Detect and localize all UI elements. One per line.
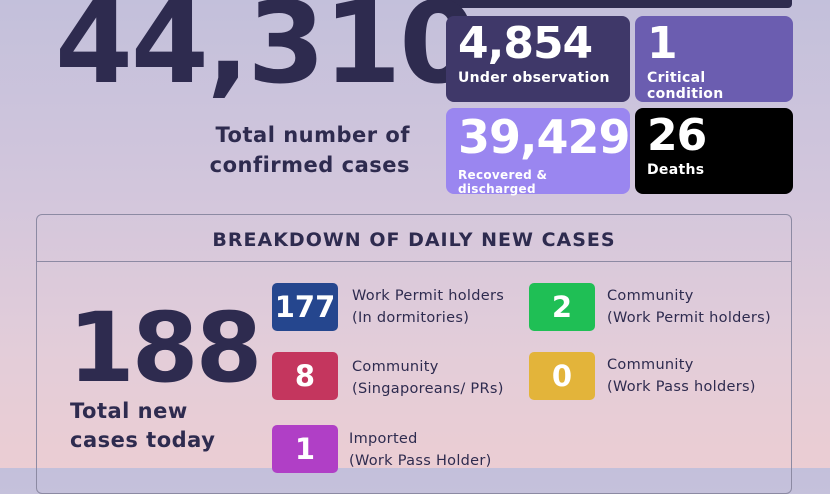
new-cases-today-caption: Total new cases today xyxy=(70,397,215,455)
critical-condition-card: 1 Critical condition xyxy=(635,16,793,102)
work-permit-line2: (In dormitories) xyxy=(352,310,470,326)
community-singaporeans-description: Community (Singaporeans/ PRs) xyxy=(352,356,504,400)
community-singaporeans-line2: (Singaporeans/ PRs) xyxy=(352,381,504,397)
community-work-pass-description: Community (Work Pass holders) xyxy=(607,354,756,398)
work-permit-badge: 177 xyxy=(272,283,338,331)
total-confirmed-value: 44,310 xyxy=(55,0,477,109)
community-work-permit-line1: Community xyxy=(607,288,694,304)
under-observation-card: 4,854 Under observation xyxy=(446,16,630,102)
under-observation-label: Under observation xyxy=(458,70,610,86)
community-work-permit-badge: 2 xyxy=(529,283,595,331)
imported-description: Imported (Work Pass Holder) xyxy=(349,428,492,472)
top-header-bar xyxy=(446,0,792,8)
critical-condition-label: Critical condition xyxy=(647,70,724,102)
imported-line1: Imported xyxy=(349,431,418,447)
breakdown-title: BREAKDOWN OF DAILY NEW CASES xyxy=(37,215,791,262)
community-singaporeans-line1: Community xyxy=(352,359,439,375)
total-caption-line2: confirmed cases xyxy=(209,153,410,177)
deaths-label: Deaths xyxy=(647,162,705,178)
today-caption-line1: Total new xyxy=(70,399,188,423)
recovered-card: 39,429 Recovered & discharged xyxy=(446,108,631,196)
total-confirmed-caption: Total number of confirmed cases xyxy=(170,120,410,180)
deaths-value: 26 xyxy=(647,110,707,161)
community-singaporeans-badge: 8 xyxy=(272,352,338,400)
imported-line2: (Work Pass Holder) xyxy=(349,453,492,469)
critical-condition-value: 1 xyxy=(647,18,678,69)
today-caption-line2: cases today xyxy=(70,428,216,452)
deaths-card: 26 Deaths xyxy=(635,108,793,194)
community-work-pass-line2: (Work Pass holders) xyxy=(607,379,756,395)
total-caption-line1: Total number of xyxy=(215,123,410,147)
community-work-pass-badge: 0 xyxy=(529,352,595,400)
under-observation-value: 4,854 xyxy=(458,18,593,69)
community-work-permit-line2: (Work Permit holders) xyxy=(607,310,771,326)
imported-badge: 1 xyxy=(272,425,338,473)
recovered-label: Recovered & discharged xyxy=(458,168,548,196)
recovered-value: 39,429 xyxy=(458,110,631,164)
new-cases-today-value: 188 xyxy=(68,292,262,404)
community-work-pass-line1: Community xyxy=(607,357,694,373)
community-work-permit-description: Community (Work Permit holders) xyxy=(607,285,771,329)
work-permit-line1: Work Permit holders xyxy=(352,288,505,304)
work-permit-description: Work Permit holders (In dormitories) xyxy=(352,285,504,329)
